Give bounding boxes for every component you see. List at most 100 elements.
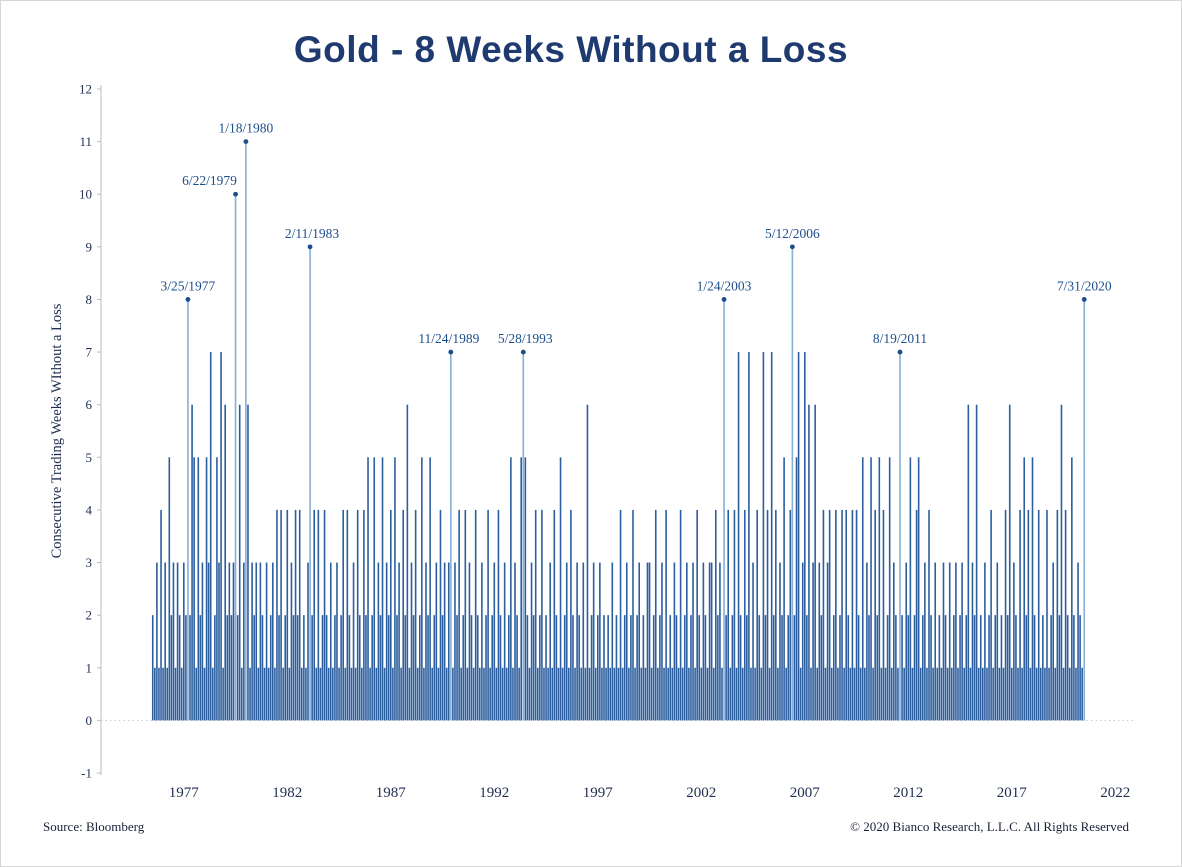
bar [710,562,713,721]
bar [1035,667,1038,721]
bar [969,667,972,721]
bar [211,667,214,721]
bar [501,667,504,721]
bar [1037,509,1040,721]
y-tick-label: 12 [79,82,92,97]
peak-date-label: 5/12/2006 [765,226,820,241]
bar [534,509,537,721]
bar [555,615,558,721]
bar [686,562,688,721]
bar [812,562,814,721]
bar [514,562,516,721]
bar [1056,509,1059,721]
bar [425,562,427,721]
bar [240,667,243,721]
bar [605,667,607,721]
bar [810,667,812,721]
peak-marker [520,349,526,355]
bar [623,615,626,721]
bar [228,562,231,721]
bar [1023,457,1026,721]
bar [984,562,986,721]
bar [644,667,647,721]
bar [758,615,761,721]
bar [754,667,756,721]
bar [882,509,885,721]
bar [300,667,303,721]
bar [348,615,351,721]
bar [189,615,191,721]
bar [528,667,531,721]
bar [162,667,164,721]
peak-marker [448,349,454,355]
bar [857,615,860,721]
bar [901,615,903,721]
bar [350,667,353,721]
bar [557,667,560,721]
bar [590,615,593,721]
bar [536,667,539,721]
bar [996,562,999,721]
bar [893,562,895,721]
bar [1004,509,1007,721]
bar [930,615,932,721]
bar [385,562,388,721]
bar [369,667,371,721]
bar [868,615,870,721]
bar [447,562,450,721]
bar [677,667,680,721]
bar [414,509,417,721]
copyright-label: © 2020 Bianco Research, L.L.C. All Right… [850,819,1129,834]
bar [342,509,344,721]
bar [903,667,905,721]
bar [565,562,568,721]
bar [398,562,400,721]
bar [363,509,365,721]
bar [288,667,291,721]
bar [216,457,218,721]
bar [305,667,307,721]
bar [418,615,421,721]
bar [1033,615,1036,721]
bar [516,615,518,721]
bar [269,615,272,721]
bar [973,615,976,721]
x-tick-label: 1997 [583,785,614,801]
bar [423,667,425,721]
bar [495,667,498,721]
bar [253,615,255,721]
bar [775,509,777,721]
bar [512,667,514,721]
bar [404,615,407,721]
bar [597,615,599,721]
y-axis-title: Consecutive Trading Weeks WIthout a Loss [49,303,65,558]
bar [698,615,701,721]
bar [791,246,794,721]
bar [530,562,533,721]
bar [294,509,297,721]
bar [334,615,336,721]
y-tick-label: 3 [86,555,93,570]
bar [1021,667,1023,721]
bar [187,299,189,721]
bar [286,509,289,721]
bar [421,457,423,721]
bar [429,457,431,721]
bar [625,562,628,721]
bar [214,615,216,721]
bar [851,509,854,721]
bar [373,457,376,721]
bar [408,667,411,721]
bar [1029,667,1032,721]
bar [1013,562,1015,721]
bar [667,667,669,721]
bar [733,509,736,721]
bar [1058,615,1061,721]
bar [431,667,433,721]
bar [464,509,467,721]
bar [659,615,661,721]
bar [756,509,758,721]
bar [526,615,529,721]
bar [168,457,171,721]
bar [1000,615,1003,721]
